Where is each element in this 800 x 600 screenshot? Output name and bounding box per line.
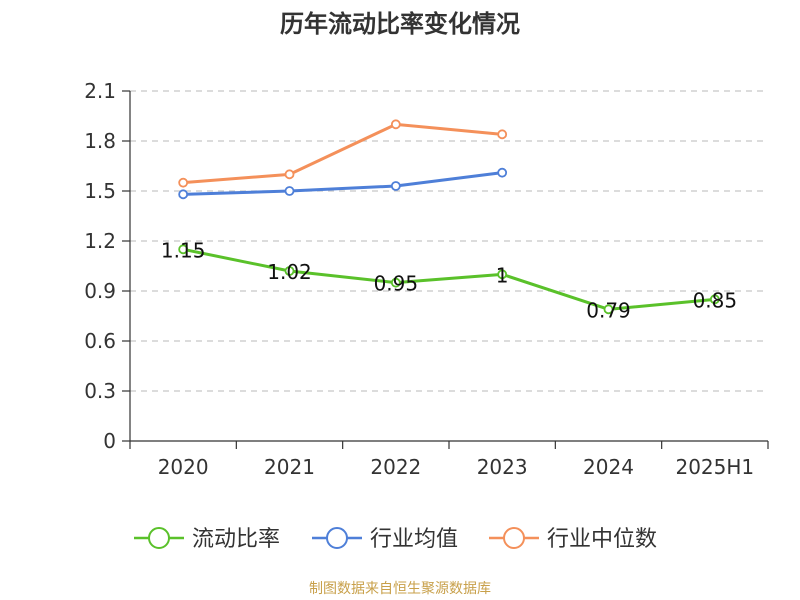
data-point <box>603 304 614 315</box>
x-tick-label: 2023 <box>477 455 528 479</box>
y-tick-label: 1.5 <box>84 179 116 203</box>
legend-swatch-marker <box>503 527 525 549</box>
x-tick-label: 2021 <box>264 455 315 479</box>
series-line-1 <box>183 171 503 196</box>
y-tick-label: 0.6 <box>84 329 116 353</box>
y-tick-label: 1.8 <box>84 129 116 153</box>
y-tick-label: 1.2 <box>84 229 116 253</box>
data-label: 1.15 <box>161 238 206 262</box>
legend-swatch-marker <box>148 527 170 549</box>
legend-item[interactable]: 行业均值 <box>312 527 458 552</box>
data-label: 1.02 <box>267 260 312 284</box>
data-label: 0.85 <box>693 288 738 312</box>
data-point <box>390 181 401 191</box>
data-label: 0.95 <box>374 272 419 296</box>
series-line-0 <box>182 247 715 311</box>
source-note: 制图数据来自恒生聚源数据库 <box>309 581 491 597</box>
data-point <box>178 189 189 200</box>
legend-label: 行业中位数 <box>547 527 657 552</box>
data-point <box>284 186 295 196</box>
series-line-2 <box>183 122 503 185</box>
data-point <box>284 266 295 276</box>
data-point <box>497 167 508 178</box>
y-tick-label: 0.9 <box>84 279 116 303</box>
data-point <box>390 277 401 288</box>
y-tick-label: 0 <box>103 429 116 453</box>
data-point <box>178 177 189 188</box>
legend-swatch-marker <box>326 527 348 549</box>
legend-item[interactable]: 行业中位数 <box>489 527 657 552</box>
legend-label: 流动比率 <box>192 527 280 552</box>
x-tick-label: 2022 <box>370 455 421 479</box>
data-label: 1 <box>496 263 509 287</box>
data-point <box>497 269 508 280</box>
data-point <box>178 244 189 255</box>
data-point <box>390 119 401 130</box>
x-tick-label: 2024 <box>583 455 634 479</box>
legend-label: 行业均值 <box>370 527 458 552</box>
legend-item[interactable]: 流动比率 <box>134 527 280 552</box>
data-point <box>709 294 720 305</box>
y-tick-label: 2.1 <box>84 79 116 103</box>
data-label: 0.79 <box>586 298 631 322</box>
y-tick-label: 0.3 <box>84 379 116 403</box>
data-point <box>497 129 508 140</box>
data-point <box>284 169 295 180</box>
chart-title: 历年流动比率变化情况 <box>280 10 520 38</box>
x-tick-label: 2025H1 <box>675 455 754 479</box>
x-tick-label: 2020 <box>158 455 209 479</box>
